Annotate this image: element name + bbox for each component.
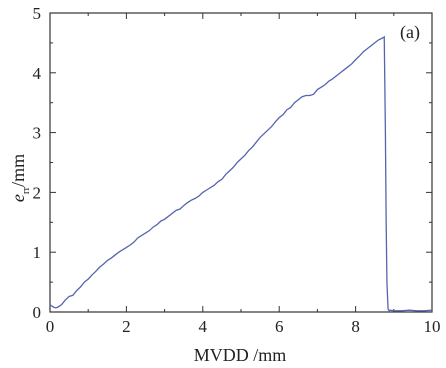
x-axis-label: MVDD /mm [194,345,287,365]
plot-frame [49,12,433,313]
x-tick-label: 2 [122,317,131,336]
y-axis-label-main: e [8,194,28,202]
y-tick-label: 5 [33,4,42,23]
x-tick-label: 10 [424,317,441,336]
x-tick-label: 6 [275,317,284,336]
y-tick-label: 4 [33,64,42,83]
y-axis-label: err/mm [8,154,32,202]
y-axis-label-unit: /mm [8,154,28,187]
x-tick-label: 4 [199,317,208,336]
y-tick-label: 0 [33,303,42,322]
y-tick-label: 3 [33,124,42,143]
series-line [49,35,433,312]
x-tick-label: 0 [46,317,55,336]
x-tick-label: 8 [351,317,360,336]
y-axis-label-subscript: rr [20,187,32,195]
panel-label: (a) [400,22,420,43]
y-tick-label: 2 [33,183,42,202]
y-tick-label: 1 [33,243,42,262]
tick-labels: 0 2 4 6 8 10 0 1 2 3 4 5 [33,4,441,336]
axis-ticks [49,12,433,313]
